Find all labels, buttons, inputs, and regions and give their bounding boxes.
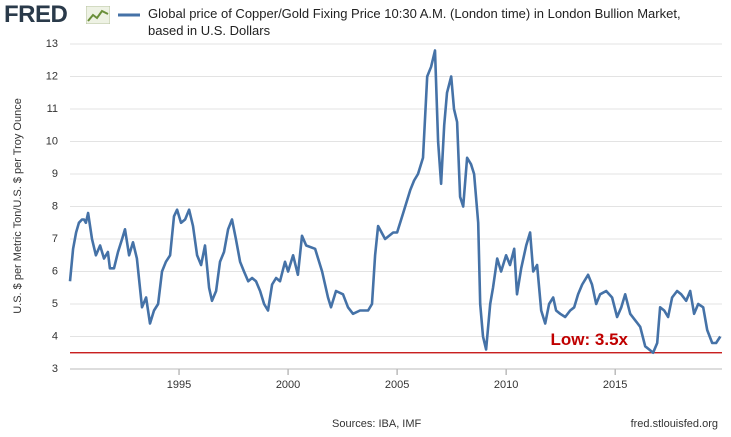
credit: fred.stlouisfed.org: [631, 418, 718, 430]
x-tick-label: 2005: [385, 379, 409, 391]
y-tick-label: 10: [46, 135, 58, 147]
chart-title: Global price of Copper/Gold Fixing Price…: [148, 6, 681, 38]
y-tick-label: 13: [46, 38, 58, 50]
y-tick-label: 12: [46, 70, 58, 82]
y-tick-label: 3: [52, 363, 58, 375]
logo-icon: [86, 6, 110, 24]
source: Sources: IBA, IMF: [332, 418, 422, 430]
y-axis-label: U.S. $ per Metric Ton/U.S. $ per Troy Ou…: [12, 98, 24, 314]
y-tick-label: 9: [52, 168, 58, 180]
x-tick-label: 2010: [494, 379, 518, 391]
x-tick-label: 2015: [603, 379, 627, 391]
y-tick-label: 11: [47, 103, 58, 115]
x-tick-label: 2000: [276, 379, 300, 391]
logo: FRED: [4, 1, 68, 28]
y-tick-label: 7: [52, 233, 58, 245]
y-tick-label: 4: [52, 330, 58, 342]
y-tick-label: 5: [52, 298, 58, 310]
data-line: [68, 49, 722, 355]
y-tick-label: 8: [52, 200, 58, 212]
x-tick-label: 1995: [167, 379, 191, 391]
y-tick-label: 6: [52, 265, 58, 277]
reference-label: Low: 3.5x: [551, 330, 629, 349]
legend-swatch: [118, 13, 140, 17]
